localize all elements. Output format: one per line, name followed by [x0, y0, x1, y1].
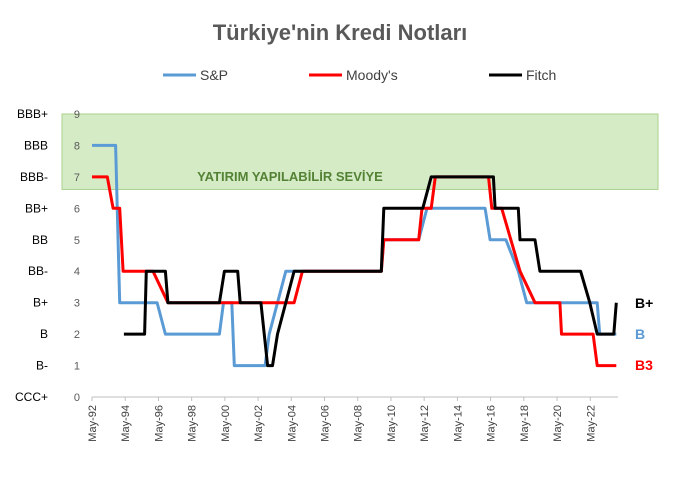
- x-tick-label: May-92: [87, 405, 99, 442]
- chart-title: Türkiye'nin Kredi Notları: [213, 20, 468, 45]
- y-tick-label: 3: [74, 298, 80, 310]
- x-tick-label: May-94: [120, 405, 132, 442]
- y-tick-label: 0: [74, 392, 80, 404]
- series-line-fitch: [123, 175, 618, 368]
- end-label: B3: [635, 357, 653, 373]
- y-tick-label: 9: [74, 109, 80, 121]
- x-tick-label: May-06: [320, 405, 332, 442]
- x-tick-label: May-96: [153, 405, 165, 442]
- x-tick-label: May-16: [486, 405, 498, 442]
- band-label: YATIRIM YAPILABİLİR SEVİYE: [197, 169, 383, 184]
- x-tick-label: May-00: [220, 405, 232, 442]
- band-rect: [61, 113, 659, 190]
- y-rating-label: BB-: [28, 264, 48, 278]
- legend-label: Fitch: [526, 67, 556, 83]
- y-tick-label: 7: [74, 172, 80, 184]
- y-tick-label: 4: [74, 266, 80, 278]
- end-label: B+: [635, 295, 653, 311]
- y-rating-label: BBB-: [20, 170, 48, 184]
- end-label: B: [635, 326, 645, 342]
- y-tick-label: 1: [74, 361, 80, 373]
- y-rating-label: BBB+: [17, 107, 48, 121]
- x-tick-label: May-02: [253, 405, 265, 442]
- y-rating-label: B-: [36, 359, 48, 373]
- y-axis: CCC+ 0 B- 1 B 2 B+ 3 BB- 4 BB 5 BB+ 6 BBB- 7 BBB 8 BBB+ 9: [15, 107, 80, 404]
- legend-label: Moody's: [346, 67, 398, 83]
- x-tick-label: May-10: [386, 405, 398, 442]
- legend-label: S&P: [200, 67, 228, 83]
- x-tick-label: May-98: [187, 405, 199, 442]
- x-tick-label: May-08: [353, 405, 365, 442]
- y-rating-label: B+: [33, 296, 48, 310]
- x-tick-label: May-18: [519, 405, 531, 442]
- y-tick-label: 8: [74, 140, 80, 152]
- y-tick-label: 2: [74, 329, 80, 341]
- x-tick-label: May-20: [552, 405, 564, 442]
- y-rating-label: BB: [32, 233, 48, 247]
- y-tick-label: 5: [74, 235, 80, 247]
- series-lines: [92, 143, 618, 368]
- x-tick-label: May-22: [585, 405, 597, 442]
- y-tick-label: 6: [74, 203, 80, 215]
- x-tick-label: May-12: [419, 405, 431, 442]
- x-tick-label: May-04: [286, 405, 298, 442]
- legend: S&P Moody's Fitch: [163, 67, 556, 83]
- x-tick-label: May-14: [452, 405, 464, 442]
- x-axis: May-92 May-94 May-96 May-98 May-00 May-02 May-…: [87, 396, 618, 442]
- y-rating-label: BBB: [24, 138, 48, 152]
- y-rating-label: BB+: [25, 201, 48, 215]
- y-rating-label: B: [40, 327, 48, 341]
- investment-grade-band: YATIRIM YAPILABİLİR SEVİYE: [61, 113, 659, 190]
- y-rating-label: CCC+: [15, 390, 48, 404]
- end-labels: B+ B B3: [635, 295, 653, 373]
